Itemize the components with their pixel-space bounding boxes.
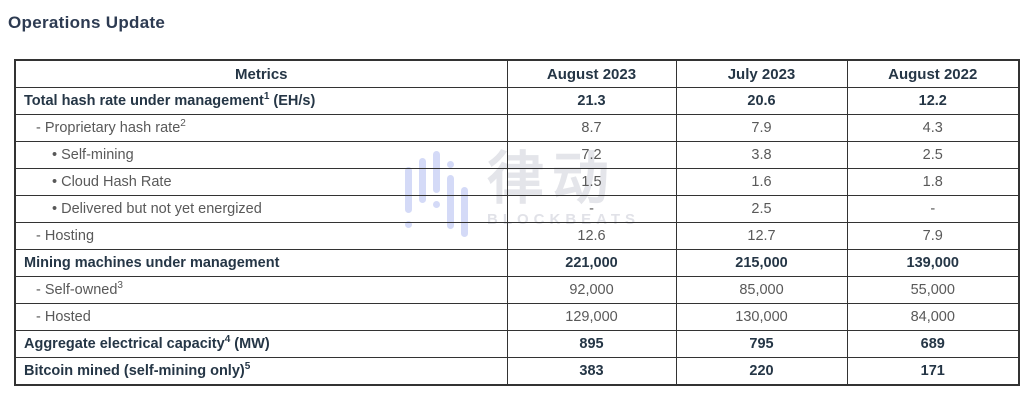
value-cell: 21.3 [506,87,677,115]
table-body: Total hash rate under management1 (EH/s)… [14,87,1020,386]
operations-table-container: 律动 BLOCKBEATS Metrics August 2023 July 2… [14,59,1020,386]
value-cell: 12.2 [846,87,1020,115]
value-cell: 2.5 [675,195,848,223]
table-row: Aggregate electrical capacity4 (MW) 895 79… [14,330,1020,358]
metric-cell: - Hosting [14,222,508,250]
value-cell: 7.9 [675,114,848,142]
table-row: • Self-mining 7.2 3.8 2.5 [14,141,1020,169]
value-cell: 383 [506,357,677,386]
table-row: - Self-owned3 92,000 85,000 55,000 [14,276,1020,304]
value-cell: 1.5 [506,168,677,196]
value-cell: 2.5 [846,141,1020,169]
column-header-july-2023: July 2023 [675,59,848,88]
metric-cell: Mining machines under management [14,249,508,277]
column-header-august-2022: August 2022 [846,59,1020,88]
column-header-metrics: Metrics [14,59,508,88]
metric-cell: - Proprietary hash rate2 [14,114,508,142]
value-cell: 139,000 [846,249,1020,277]
metric-cell: • Self-mining [14,141,508,169]
value-cell: 220 [675,357,848,386]
metric-cell: - Hosted [14,303,508,331]
value-cell: 84,000 [846,303,1020,331]
value-cell: 7.9 [846,222,1020,250]
value-cell: 7.2 [506,141,677,169]
metric-cell: Total hash rate under management1 (EH/s) [14,87,508,115]
value-cell: 129,000 [506,303,677,331]
table-row: • Cloud Hash Rate 1.5 1.6 1.8 [14,168,1020,196]
metric-cell: Aggregate electrical capacity4 (MW) [14,330,508,358]
value-cell: 4.3 [846,114,1020,142]
table-row: Mining machines under management 221,000 2… [14,249,1020,277]
value-cell: 85,000 [675,276,848,304]
metric-cell: Bitcoin mined (self-mining only)5 [14,357,508,386]
value-cell: - [846,195,1020,223]
value-cell: 171 [846,357,1020,386]
value-cell: 55,000 [846,276,1020,304]
value-cell: 1.8 [846,168,1020,196]
table-row: • Delivered but not yet energized -2.5- [14,195,1020,223]
value-cell: 130,000 [675,303,848,331]
table-row: Bitcoin mined (self-mining only)5 383 220 1… [14,357,1020,386]
value-cell: 3.8 [675,141,848,169]
table-row: Total hash rate under management1 (EH/s)… [14,87,1020,115]
metric-cell: - Self-owned3 [14,276,508,304]
value-cell: 795 [675,330,848,358]
table-header-row: Metrics August 2023 July 2023 August 202… [14,59,1020,88]
value-cell: 221,000 [506,249,677,277]
value-cell: - [506,195,677,223]
operations-table: Metrics August 2023 July 2023 August 202… [14,59,1020,386]
value-cell: 92,000 [506,276,677,304]
value-cell: 12.7 [675,222,848,250]
table-row: - Proprietary hash rate2 8.7 7.9 4.3 [14,114,1020,142]
value-cell: 20.6 [675,87,848,115]
value-cell: 215,000 [675,249,848,277]
metric-cell: • Cloud Hash Rate [14,168,508,196]
value-cell: 8.7 [506,114,677,142]
value-cell: 1.6 [675,168,848,196]
table-row: - Hosted 129,000 130,000 84,000 [14,303,1020,331]
page-title: Operations Update [8,13,166,32]
value-cell: 895 [506,330,677,358]
value-cell: 689 [846,330,1020,358]
metric-cell: • Delivered but not yet energized [14,195,508,223]
value-cell: 12.6 [506,222,677,250]
table-row: - Hosting 12.6 12.7 7.9 [14,222,1020,250]
column-header-august-2023: August 2023 [506,59,677,88]
